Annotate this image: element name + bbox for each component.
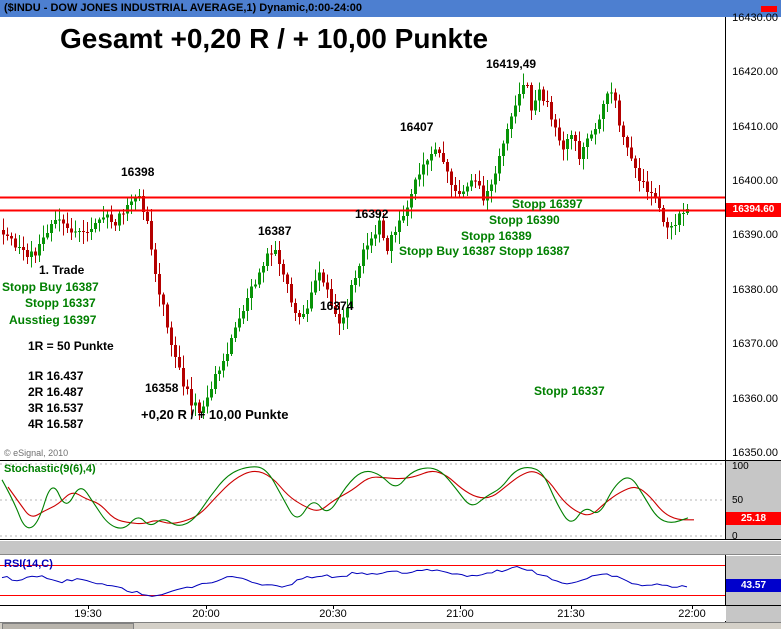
rsi-value-badge: 43.57 — [726, 579, 781, 592]
time-axis-tick — [571, 606, 572, 609]
time-axis[interactable]: 19:30 20:00 20:30 21:00 21:30 22:00 — [0, 606, 726, 621]
time-axis-label: 20:30 — [319, 608, 347, 620]
price-axis-label: 16370.00 — [732, 338, 778, 350]
panel-splitter[interactable] — [0, 540, 781, 555]
price-axis[interactable]: 16394.60 16430.00 16420.00 16410.00 16400.0… — [726, 12, 781, 460]
time-axis-label: 20:00 — [192, 608, 220, 620]
time-axis-tick — [692, 606, 693, 609]
time-axis-label: 22:00 — [678, 608, 706, 620]
stochastic-axis[interactable]: 25.18 100 50 0 — [726, 461, 781, 542]
time-axis-tick — [88, 606, 89, 609]
rsi-axis[interactable]: 43.57 — [726, 556, 781, 605]
rsi-plot[interactable] — [0, 556, 725, 605]
price-axis-label: 16400.00 — [732, 175, 778, 187]
price-axis-label: 16410.00 — [732, 121, 778, 133]
time-axis-label: 21:30 — [557, 608, 585, 620]
time-axis-tick — [333, 606, 334, 609]
axis-divider — [725, 17, 726, 622]
stochastic-value-badge: 25.18 — [726, 512, 781, 525]
stochastic-panel[interactable] — [0, 461, 725, 539]
time-axis-label: 19:30 — [74, 608, 102, 620]
rsi-panel[interactable] — [0, 556, 725, 605]
chart-title: ($INDU - DOW JONES INDUSTRIAL AVERAGE,1)… — [4, 2, 362, 14]
stoch-axis-label: 100 — [732, 461, 749, 472]
panel-divider — [0, 605, 781, 606]
price-axis-label: 16360.00 — [732, 393, 778, 405]
axis-corner — [726, 606, 781, 622]
time-axis-label: 21:00 — [446, 608, 474, 620]
scrollbar-thumb[interactable] — [2, 623, 134, 629]
last-price-badge: 16394.60 — [726, 203, 781, 217]
price-axis-label: 16420.00 — [732, 66, 778, 78]
price-chart-panel[interactable] — [0, 17, 725, 460]
price-axis-label: 16390.00 — [732, 229, 778, 241]
titlebar-red-marker — [761, 6, 777, 12]
horizontal-scrollbar[interactable] — [0, 622, 781, 629]
panel-divider — [0, 460, 781, 461]
candlestick-plot[interactable] — [0, 17, 725, 460]
time-axis-tick — [460, 606, 461, 609]
stoch-axis-label: 0 — [732, 531, 738, 542]
stoch-axis-label: 50 — [732, 495, 744, 506]
panel-divider — [0, 539, 781, 540]
stochastic-label: Stochastic(9(6),4) — [4, 463, 96, 475]
price-axis-label: 16380.00 — [732, 284, 778, 296]
stochastic-plot[interactable] — [0, 461, 725, 539]
price-axis-label: 16350.00 — [732, 447, 778, 459]
price-axis-label: 16430.00 — [732, 12, 778, 24]
time-axis-tick — [206, 606, 207, 609]
rsi-label: RSI(14,C) — [4, 558, 53, 570]
chart-titlebar[interactable]: ($INDU - DOW JONES INDUSTRIAL AVERAGE,1)… — [0, 0, 781, 17]
